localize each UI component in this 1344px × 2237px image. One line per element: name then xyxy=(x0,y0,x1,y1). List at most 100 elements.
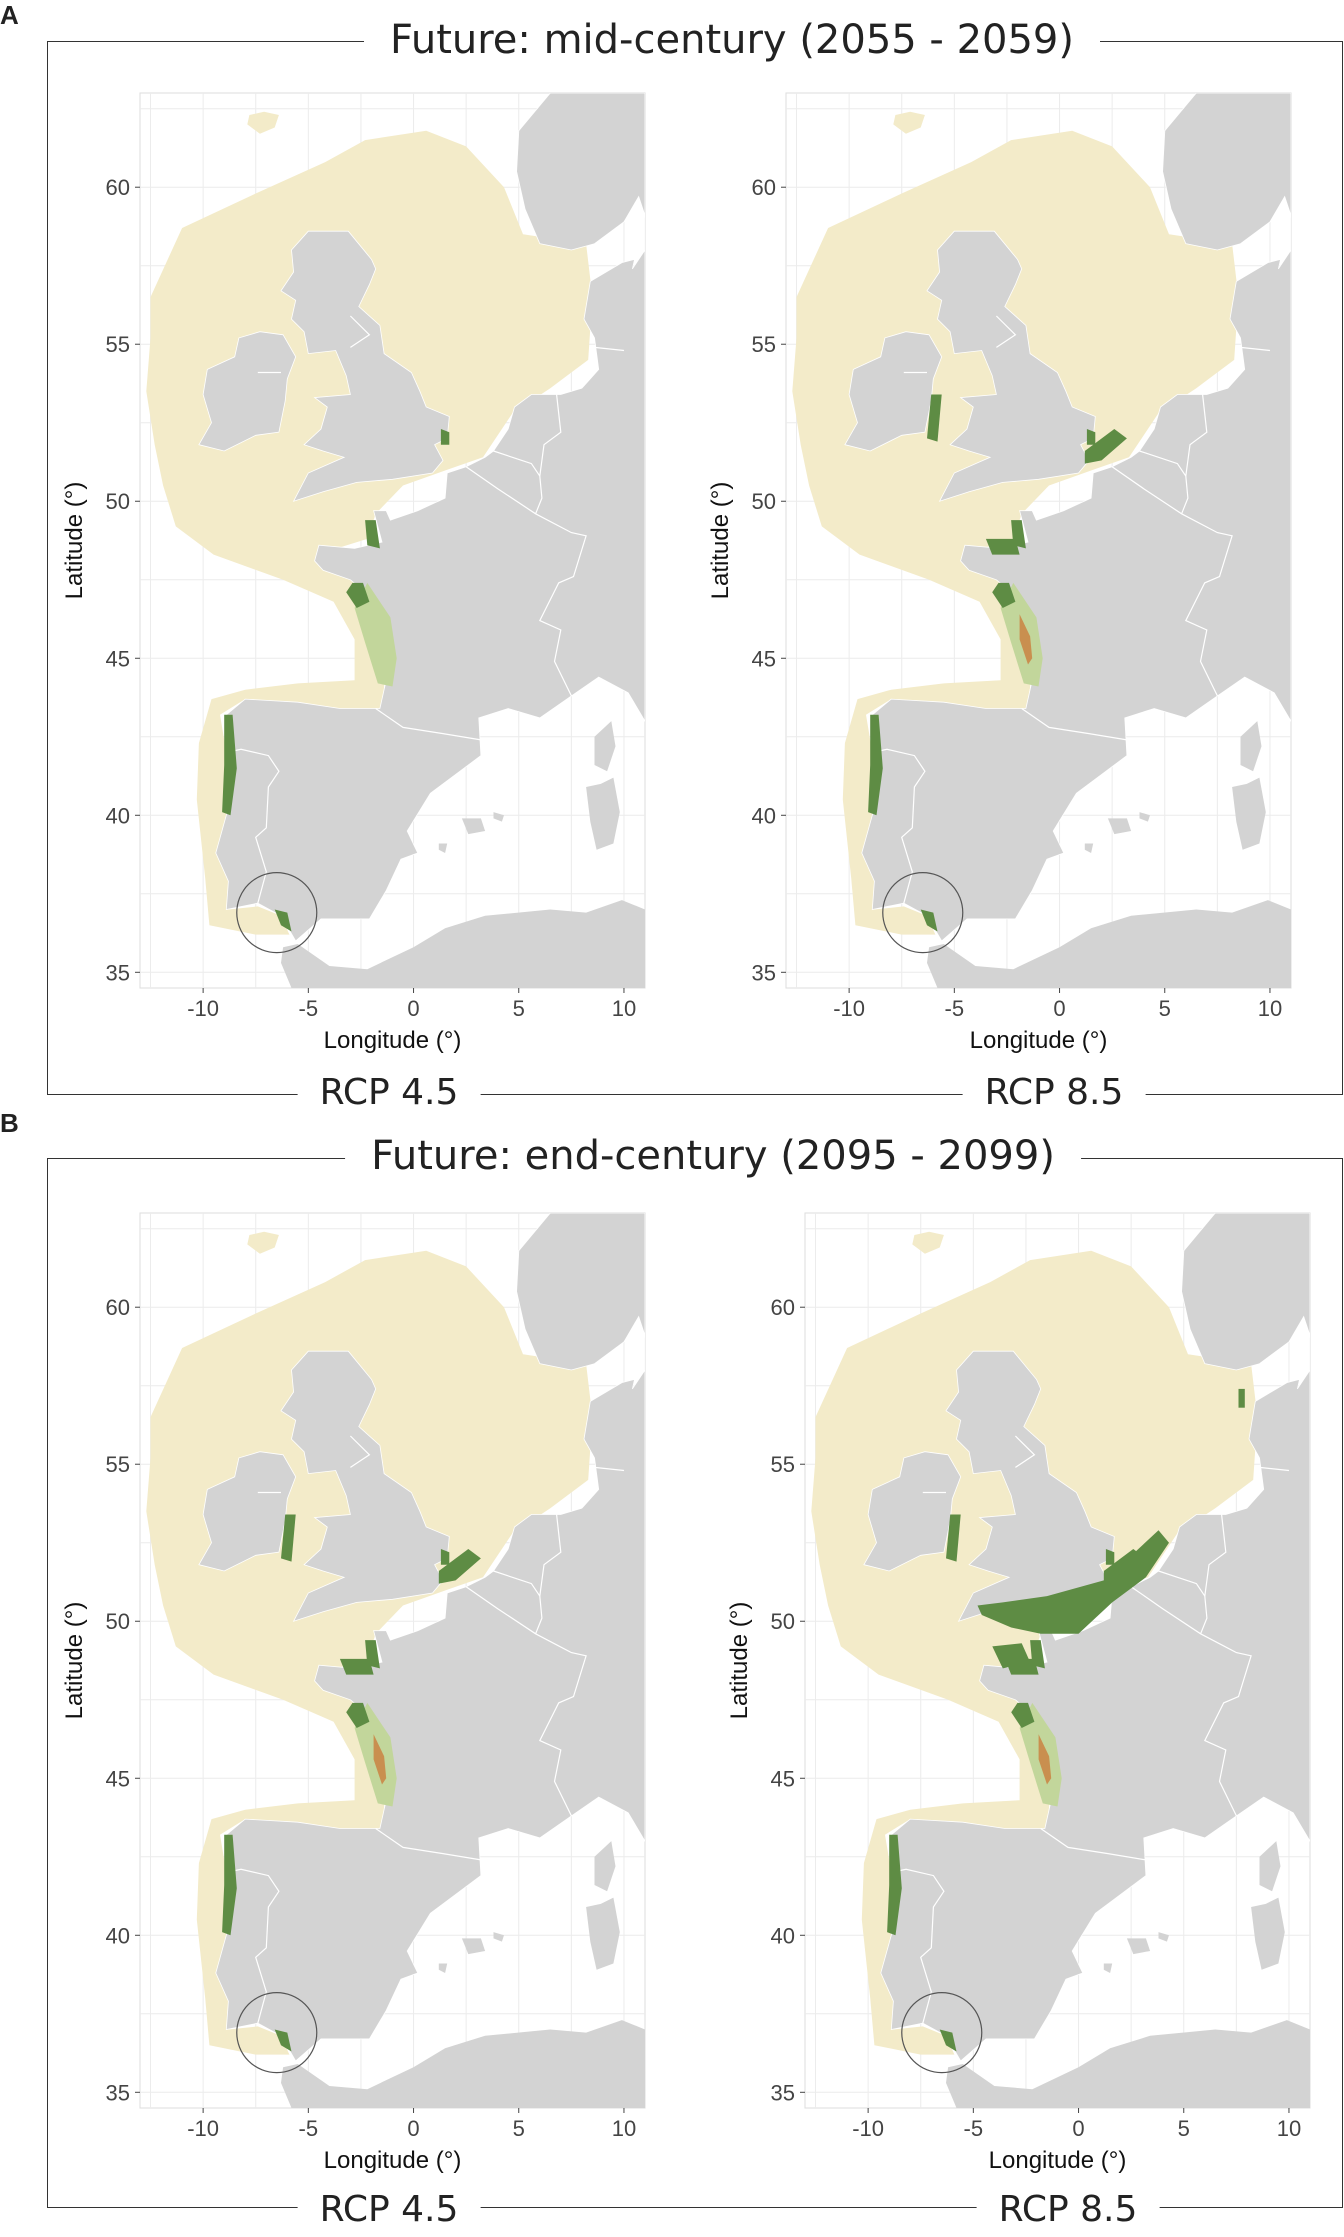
habitat-change-patch xyxy=(992,1643,1031,1669)
y-tick-label: 50 xyxy=(771,1609,795,1634)
country-border xyxy=(1185,394,1208,477)
continental-europe xyxy=(880,1213,1310,2062)
country-border xyxy=(349,315,371,348)
country-border xyxy=(891,1868,945,2024)
habitat-change-patch xyxy=(438,1549,481,1584)
faroe-range-area xyxy=(247,111,279,134)
sardinia xyxy=(1232,777,1266,850)
faroe-range-area xyxy=(247,1231,279,1254)
habitat-change-patch xyxy=(1084,429,1127,464)
habitat-change-patch xyxy=(440,1549,450,1565)
habitat-change-patch xyxy=(977,1530,1169,1634)
panel-b-title: Future: end-century (2095 - 2099) xyxy=(345,1133,1081,1179)
habitat-change-patch xyxy=(992,582,1016,608)
country-border xyxy=(1240,346,1271,352)
y-tick-label: 60 xyxy=(771,1295,795,1320)
north-africa xyxy=(281,2020,645,2108)
sardinia xyxy=(1251,1897,1285,1970)
y-tick-label: 40 xyxy=(106,803,130,828)
panel-a-letter: A xyxy=(0,0,19,30)
x-tick-label: 0 xyxy=(1072,2116,1084,2141)
y-tick-label: 60 xyxy=(106,1295,130,1320)
ibiza xyxy=(438,1963,448,1973)
country-border xyxy=(1301,1335,1310,1355)
y-tick-label: 45 xyxy=(106,646,130,671)
x-tick-label: -5 xyxy=(299,2116,319,2141)
country-border xyxy=(375,708,481,741)
menorca xyxy=(1158,1932,1169,1942)
map-a-rcp85: -10 -5 0 5 10 60 55 50 45 40 35 Longitude (°) Latitu… xyxy=(707,92,1292,1054)
panel-b-letter: B xyxy=(0,1108,19,1138)
habitat-change-patch xyxy=(1086,429,1096,445)
country-border xyxy=(1111,466,1233,697)
ireland xyxy=(844,331,943,452)
habitat-change-patch xyxy=(339,1658,374,1675)
y-tick-label: 55 xyxy=(106,332,130,357)
y-tick-label: 35 xyxy=(752,960,776,985)
habitat-change-patch xyxy=(274,2029,292,2052)
map-b-rcp45: -10 -5 0 5 10 60 55 50 45 40 35 Longitude (°) Latitu… xyxy=(61,1212,646,2174)
y-axis-title: Latitude (°) xyxy=(61,1602,88,1720)
y-tick-label: 55 xyxy=(771,1452,795,1477)
habitat-change-patch xyxy=(920,909,938,932)
x-tick-label: 0 xyxy=(407,996,419,1021)
y-tick-label: 45 xyxy=(106,1766,130,1791)
x-tick-label: 0 xyxy=(407,2116,419,2141)
sardinia xyxy=(586,777,620,850)
menorca xyxy=(1139,812,1150,822)
y-tick-label: 50 xyxy=(752,489,776,514)
north-africa xyxy=(946,2020,1310,2108)
x-tick-label: 5 xyxy=(513,2116,525,2141)
x-tick-label: -5 xyxy=(945,996,965,1021)
country-border xyxy=(226,1868,280,2024)
x-tick-label: -5 xyxy=(299,996,319,1021)
panel-a-rcp45-label: RCP 4.5 xyxy=(297,1072,481,1113)
faroe-range-area xyxy=(893,111,925,134)
ireland xyxy=(198,331,297,452)
gulf-of-cadiz-circle xyxy=(882,872,964,954)
ibiza xyxy=(1103,1963,1113,1973)
y-tick-label: 40 xyxy=(771,1923,795,1948)
corsica xyxy=(594,1841,616,1892)
x-tick-label: 10 xyxy=(612,996,636,1021)
x-axis-title: Longitude (°) xyxy=(324,1027,462,1054)
mallorca xyxy=(461,818,486,835)
y-axis-title: Latitude (°) xyxy=(707,482,734,600)
x-tick-label: -10 xyxy=(852,2116,884,2141)
gulf-of-cadiz-circle xyxy=(236,1992,318,2074)
north-africa xyxy=(927,900,1291,988)
habitat-change-patch xyxy=(354,582,397,687)
great-britain xyxy=(926,230,1096,502)
y-tick-label: 35 xyxy=(106,2080,130,2105)
country-border xyxy=(539,1514,562,1597)
corsica xyxy=(594,721,616,772)
habitat-change-patch xyxy=(346,582,370,608)
x-tick-label: 0 xyxy=(1053,996,1065,1021)
habitat-change-patch xyxy=(373,1734,387,1785)
x-tick-label: 5 xyxy=(1159,996,1171,1021)
panel-b-rcp45-label: RCP 4.5 xyxy=(297,2189,481,2230)
great-britain xyxy=(280,230,450,502)
continental-europe xyxy=(215,1213,645,2062)
habitat-change-patch xyxy=(274,909,292,932)
y-tick-label: 60 xyxy=(106,175,130,200)
north-africa xyxy=(281,900,645,988)
gulf-of-cadiz-circle xyxy=(901,1992,983,2074)
ibiza xyxy=(1084,843,1094,853)
continental-europe xyxy=(861,93,1291,942)
habitat-change-patch xyxy=(281,1514,296,1562)
country-border xyxy=(226,748,280,904)
x-axis-title: Longitude (°) xyxy=(970,1027,1108,1054)
habitat-change-patch xyxy=(346,1702,370,1728)
menorca xyxy=(493,812,504,822)
x-tick-label: 5 xyxy=(513,996,525,1021)
x-tick-label: -10 xyxy=(187,2116,219,2141)
great-britain xyxy=(280,1350,450,1622)
country-border xyxy=(465,1586,587,1817)
x-tick-label: -10 xyxy=(833,996,865,1021)
country-border xyxy=(594,1466,625,1472)
x-tick-label: -10 xyxy=(187,996,219,1021)
x-axis-title: Longitude (°) xyxy=(989,2147,1127,2174)
country-border xyxy=(1014,1435,1036,1468)
country-border xyxy=(594,346,625,352)
